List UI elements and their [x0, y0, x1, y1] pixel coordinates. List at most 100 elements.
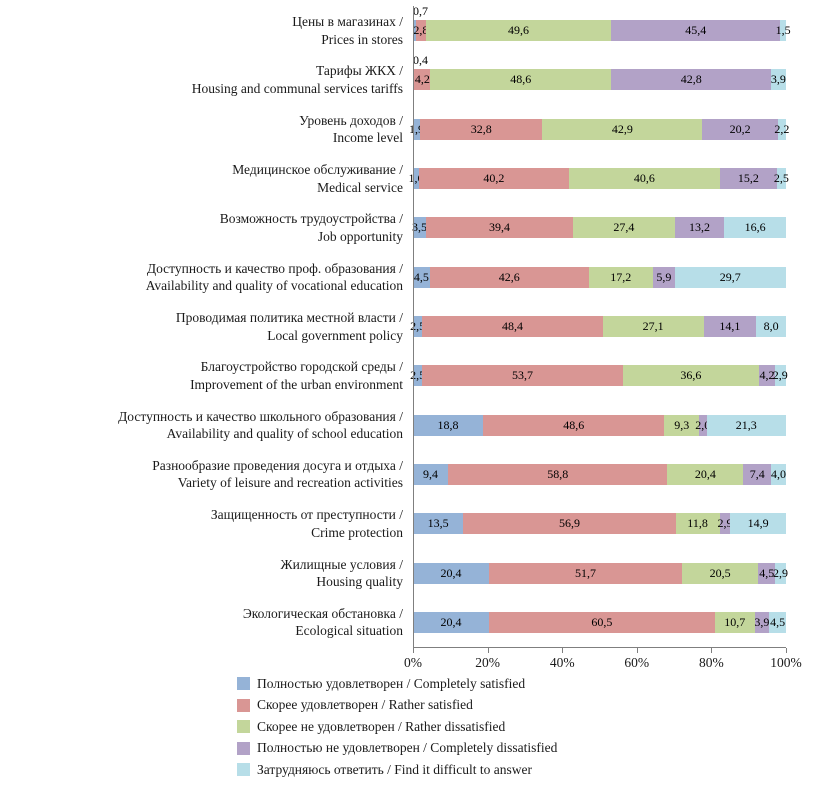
bar-value-label: 2,2 — [774, 121, 790, 136]
bar-segment: 21,3 — [706, 414, 786, 436]
chart-row: Благоустройство городской среды / Improve… — [0, 351, 788, 400]
bar-segment: 13,5 — [413, 513, 464, 535]
bar-value-label: 27,1 — [642, 319, 664, 334]
bar-value-label: 16,6 — [744, 220, 766, 235]
bar-segment: 2,9 — [717, 513, 732, 535]
bar-track: 0,7 2,8 49,6 45,4 1,5 — [413, 5, 791, 42]
bar-segment: 51,7 — [489, 562, 682, 584]
chart-row: Возможность трудоустройства / Job opportu… — [0, 203, 786, 252]
category-label: Экологическая обстановка / Ecological sit… — [0, 605, 413, 640]
x-axis-tick — [786, 648, 787, 653]
category-label-en: Improvement of the urban environment — [190, 376, 403, 392]
category-label: Разнообразие проведения досуга и отдыха … — [0, 457, 413, 492]
bar-segment: 15,2 — [720, 168, 777, 190]
bar-value-label: 42,8 — [680, 72, 702, 87]
bar-segment: 11,8 — [675, 513, 720, 535]
legend-item: Скорее не удовлетворен / Rather dissatis… — [237, 716, 557, 738]
chart-row: Жилищные условия / Housing quality 20,4 51,… — [0, 548, 788, 597]
bar-segment: 4,5 — [413, 266, 430, 288]
legend-swatch — [237, 720, 250, 734]
bar-value-label: 32,8 — [470, 121, 492, 136]
x-axis-tick-label: 80% — [699, 655, 724, 670]
bar-value-label: 3,5 — [412, 220, 428, 235]
bar-value-label: 2,5 — [773, 171, 789, 186]
bar-segment: 45,4 — [611, 20, 781, 42]
bar-value-label: 40,2 — [483, 171, 505, 186]
chart-row: Цены в магазинах / Prices in stores 0,7 2,8… — [0, 5, 791, 55]
bar-track: 20,4 60,5 10,7 3,9 4,5 — [413, 611, 786, 633]
bar-track: 1,6 40,2 40,6 15,2 2,5 — [408, 168, 789, 190]
bar-segment: 42,8 — [611, 69, 772, 91]
bar-value-label: 51,7 — [574, 565, 596, 580]
category-label-en: Housing quality — [316, 574, 403, 590]
bar-segment: 36,6 — [622, 365, 760, 387]
category-label-en: Local government policy — [267, 327, 403, 343]
category-label-ru: Проводимая политика местной власти / — [175, 309, 403, 325]
legend-swatch — [237, 741, 250, 755]
bar-value-label: 48,4 — [501, 319, 523, 334]
bar-value-label: 48,6 — [510, 72, 532, 87]
bar-segment: 32,8 — [420, 118, 543, 140]
bar-value-label: 8,0 — [763, 319, 779, 334]
chart-row: Уровень доходов / Income level 1,9 32,8 42,9… — [0, 105, 790, 154]
legend-item: Полностью удовлетворен / Completely sati… — [237, 673, 557, 695]
chart-row: Проводимая политика местной власти / Loca… — [0, 302, 786, 351]
chart-legend: Полностью удовлетворен / Completely sati… — [237, 673, 557, 781]
category-label-en: Medical service — [317, 179, 403, 195]
category-label-ru: Благоустройство городской среды / — [200, 359, 403, 375]
category-label: Проводимая политика местной власти / Loca… — [0, 309, 413, 344]
category-label-ru: Защищенность от преступности / — [210, 507, 403, 523]
category-label: Уровень доходов / Income level — [0, 112, 413, 147]
bar-segment: 29,7 — [674, 266, 786, 288]
bar-segment: 20,4 — [413, 562, 490, 584]
chart-row: Доступность и качество проф. образования… — [0, 253, 786, 302]
bar-value-label: 20,5 — [709, 565, 731, 580]
bar-track: 20,4 51,7 20,5 4,5 2,9 — [413, 562, 788, 584]
bar-value-label: 60,5 — [591, 614, 613, 629]
bar-value-label: 0,4 — [413, 53, 428, 68]
bar-segment: 7,4 — [743, 463, 772, 485]
bar-segment: 18,8 — [413, 414, 484, 436]
bar-value-label: 13,5 — [427, 516, 449, 531]
bar-segment: 20,4 — [667, 463, 744, 485]
bar-track: 18,8 48,6 9,3 2,0 21,3 — [413, 414, 786, 436]
category-label: Цены в магазинах / Prices in stores — [0, 13, 413, 48]
x-axis-tick-label: 0% — [404, 655, 422, 670]
category-label-ru: Уровень доходов / — [299, 112, 403, 128]
bar-segment: 60,5 — [489, 611, 715, 633]
legend-swatch — [237, 698, 250, 712]
bar-segment: 48,6 — [430, 69, 612, 91]
bar-value-label: 4,5 — [770, 614, 786, 629]
legend-label: Полностью удовлетворен / Completely sati… — [257, 675, 526, 691]
bar-value-label: 4,0 — [770, 466, 786, 481]
bar-value-label: 11,8 — [687, 516, 708, 531]
legend-item: Затрудняюсь ответить / Find it difficult… — [237, 759, 557, 781]
bar-segment: 2,5 — [773, 168, 789, 190]
bar-value-label: 7,4 — [749, 466, 765, 481]
category-label: Жилищные условия / Housing quality — [0, 556, 413, 591]
chart-row: Медицинское обслуживание / Medical servic… — [0, 154, 789, 203]
bar-value-label: 39,4 — [488, 220, 510, 235]
bar-segment: 48,6 — [483, 414, 665, 436]
category-label-en: Variety of leisure and recreation activi… — [177, 475, 403, 491]
bar-value-label: 14,9 — [747, 516, 769, 531]
bar-value-label: 42,9 — [611, 121, 633, 136]
category-label-en: Availability and quality of vocational e… — [145, 278, 403, 294]
legend-item: Скорее удовлетворен / Rather satisfied — [237, 695, 557, 717]
bar-segment: 2,9 — [772, 365, 788, 387]
bar-value-label: 49,6 — [508, 23, 530, 38]
bar-value-label: 4,2 — [759, 368, 775, 383]
bar-segment: 4,2 — [414, 69, 431, 91]
bar-value-label: 15,2 — [737, 171, 759, 186]
category-label-en: Availability and quality of school educa… — [166, 426, 403, 442]
category-label-en: Crime protection — [311, 524, 403, 540]
x-axis: 0% 20% 40% 60% 80% 100% — [404, 647, 802, 673]
bar-value-label: 2,9 — [772, 368, 788, 383]
bar-segment: 14,9 — [730, 513, 786, 535]
legend-swatch — [237, 763, 250, 777]
category-label: Медицинское обслуживание / Medical servic… — [0, 161, 413, 196]
bar-value-label: 1,5 — [775, 23, 791, 38]
bar-segment: 58,8 — [448, 463, 668, 485]
category-label-ru: Медицинское обслуживание / — [232, 162, 403, 178]
bar-segment: 42,9 — [542, 118, 703, 140]
